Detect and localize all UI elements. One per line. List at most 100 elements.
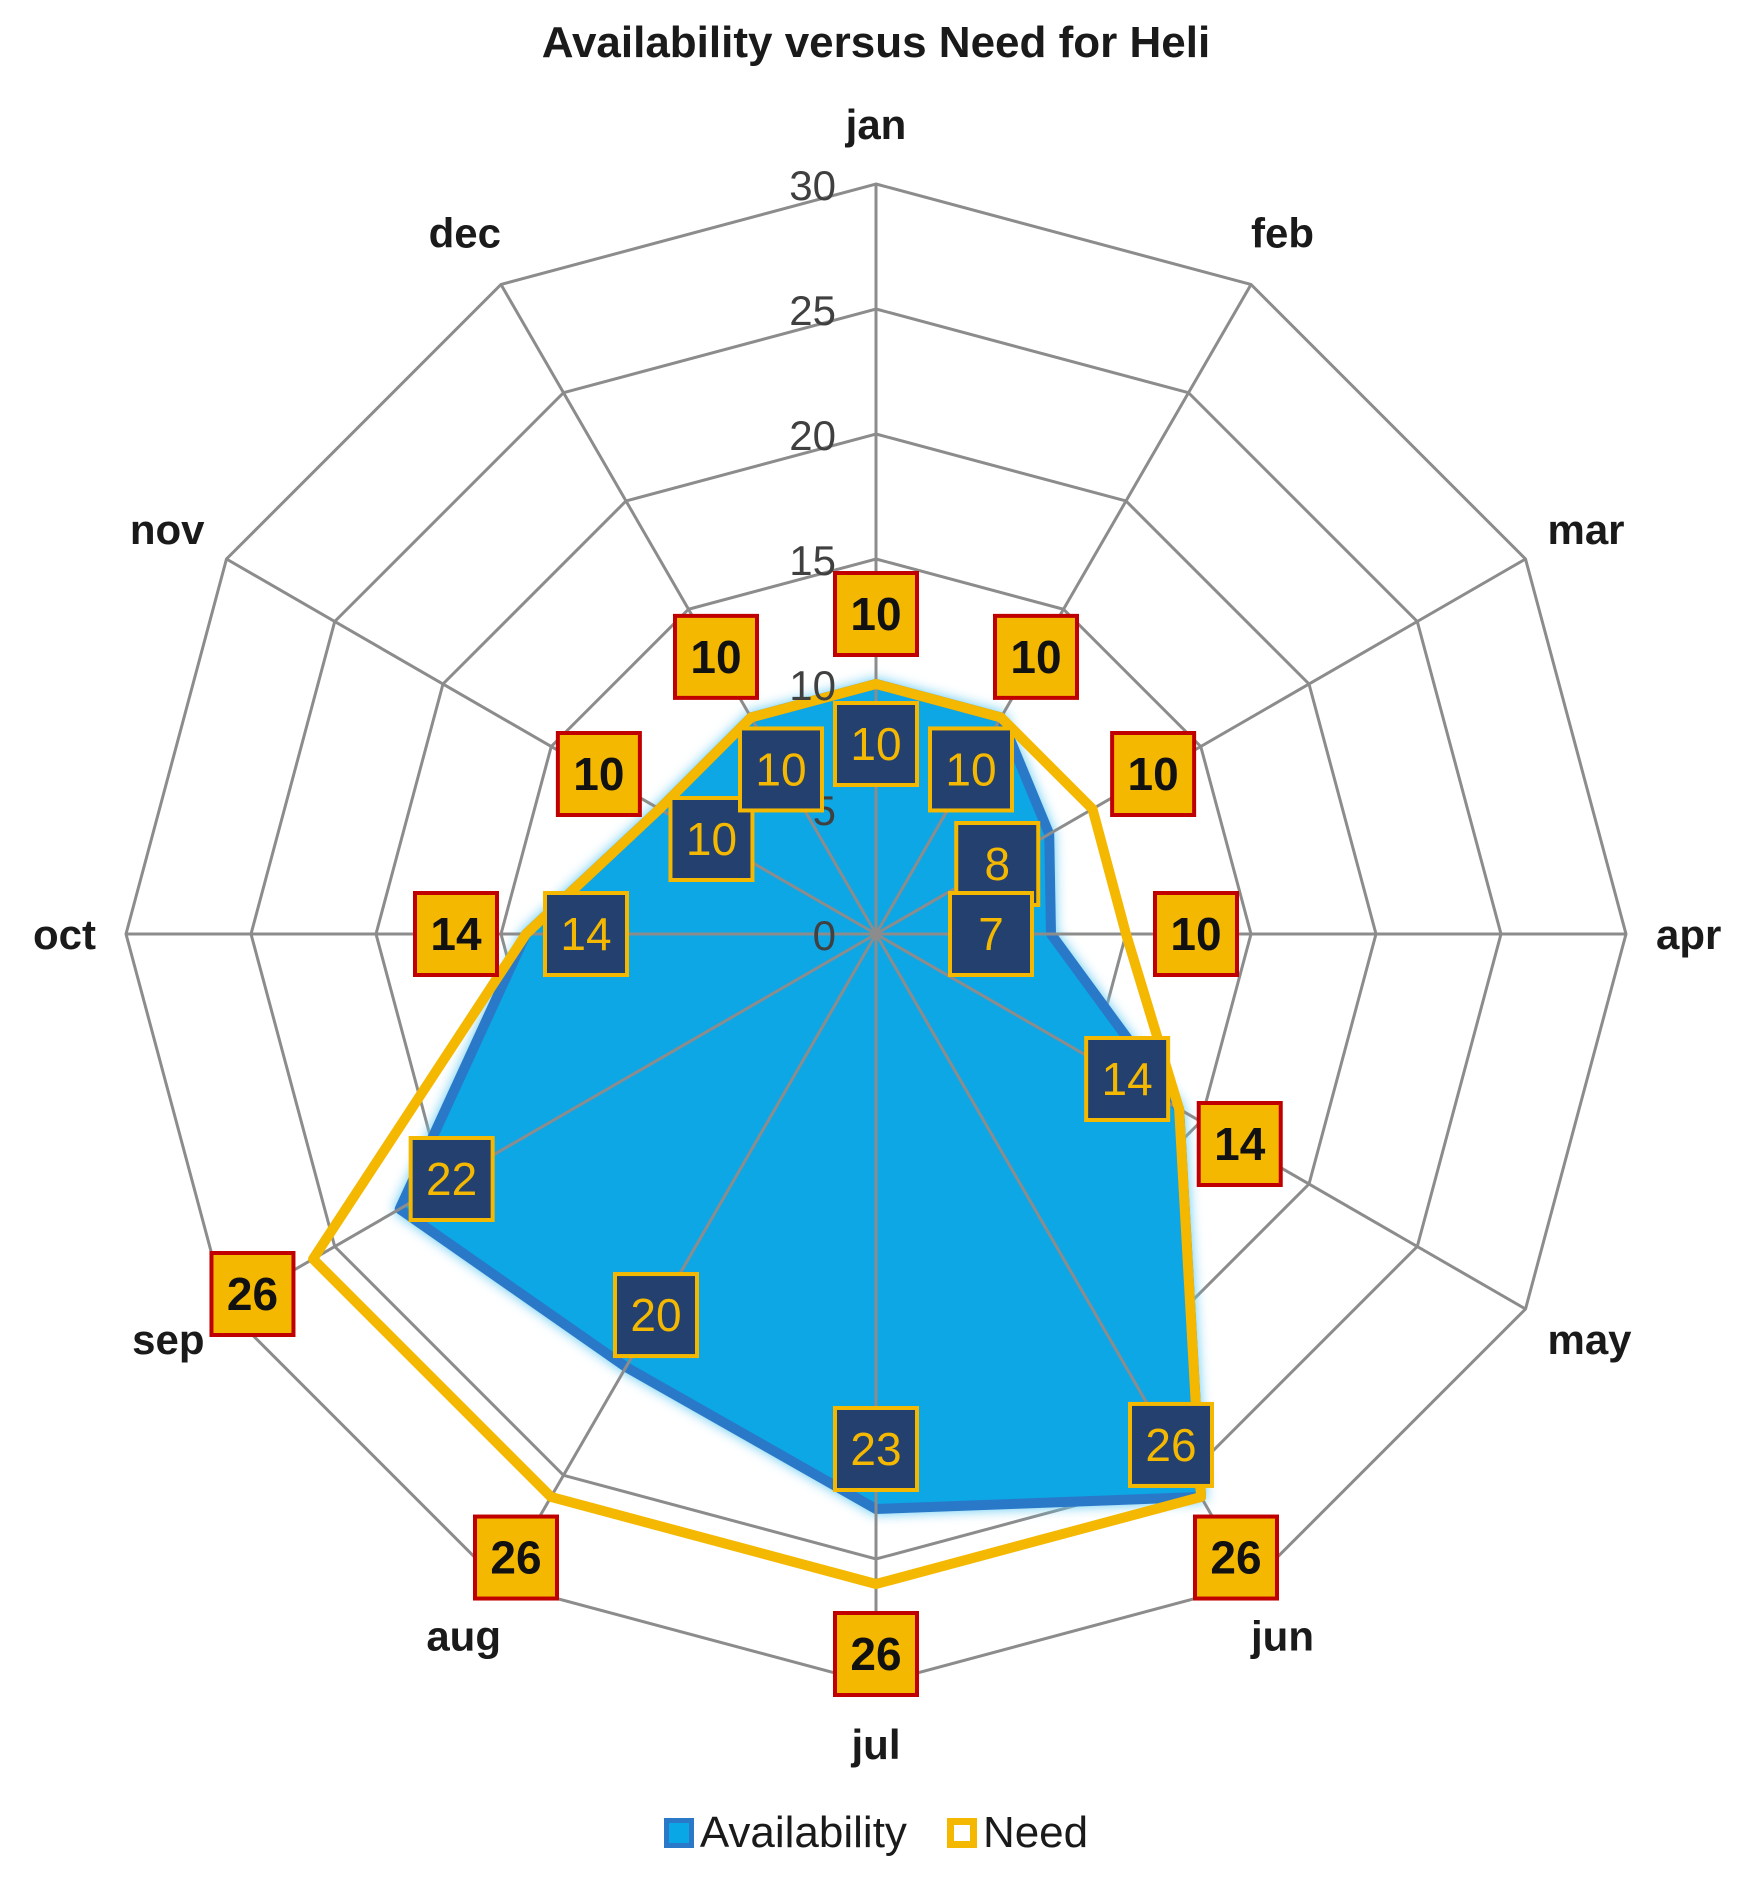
availability-data-label-box: [408, 1136, 495, 1222]
need-data-label: 10: [1110, 731, 1197, 817]
availability-data-label: 10: [833, 701, 919, 787]
availability-data-label-box: [1128, 1401, 1214, 1488]
radial-tick-label: 15: [789, 537, 836, 584]
radial-tick-label: 25: [789, 287, 836, 334]
need-data-label-text: 10: [1010, 631, 1061, 683]
category-label-may: may: [1547, 1316, 1632, 1363]
legend-label-need: Need: [982, 1808, 1089, 1857]
availability-data-label-text: 10: [755, 743, 806, 795]
need-data-label: 10: [993, 613, 1079, 700]
legend-label-availability: Availability: [699, 1808, 907, 1857]
availability-data-label-box: [833, 701, 919, 787]
availability-data-label-text: 26: [1145, 1419, 1196, 1471]
availability-data-label-text: 10: [850, 718, 901, 770]
category-label-oct: oct: [33, 911, 96, 958]
availability-data-label-text: 14: [560, 908, 611, 960]
need-data-label: 10: [555, 731, 642, 817]
need-data-label-text: 10: [1170, 908, 1221, 960]
availability-data-label-box: [928, 726, 1014, 813]
legend: Availability Need: [0, 1808, 1752, 1858]
category-label-jan: jan: [845, 101, 907, 148]
need-data-label-box: [993, 613, 1079, 700]
need-data-label-box: [673, 613, 759, 700]
category-label-jul: jul: [851, 1721, 901, 1768]
category-label-dec: dec: [429, 210, 501, 257]
availability-data-label-text: 8: [984, 838, 1010, 890]
availability-data-label-text: 23: [850, 1423, 901, 1475]
availability-data-label-text: 20: [630, 1289, 681, 1341]
availability-data-label-box: [833, 1406, 919, 1492]
availability-data-label-box: [543, 891, 629, 977]
spoke: [225, 932, 877, 1311]
availability-data-label: 10: [928, 726, 1014, 813]
need-data-label-box: [209, 1251, 296, 1337]
need-data-label-box: [1110, 731, 1197, 817]
need-data-label: 10: [833, 571, 919, 657]
need-data-label-box: [1153, 891, 1239, 977]
need-data-label: 14: [413, 891, 499, 977]
need-data-label-box: [1196, 1101, 1283, 1187]
need-data-label-text: 10: [850, 588, 901, 640]
need-data-label-text: 14: [430, 908, 482, 960]
availability-data-label: 20: [613, 1272, 699, 1359]
availability-data-label: 10: [668, 796, 755, 882]
availability-data-label-text: 14: [1102, 1053, 1153, 1105]
availability-data-label-text: 10: [686, 813, 737, 865]
legend-item-availability[interactable]: Availability: [663, 1808, 907, 1858]
need-data-label-text: 26: [227, 1268, 278, 1320]
need-data-label: 26: [833, 1611, 919, 1697]
category-label-feb: feb: [1251, 210, 1314, 257]
need-data-label-box: [833, 571, 919, 657]
availability-data-label-text: 22: [426, 1153, 477, 1205]
availability-data-label-text: 10: [945, 743, 996, 795]
availability-data-label-box: [738, 726, 824, 813]
need-data-label-box: [1193, 1514, 1279, 1601]
need-data-label-text: 10: [573, 748, 624, 800]
need-data-label-box: [413, 891, 499, 977]
availability-data-label-text: 7: [978, 908, 1004, 960]
category-label-nov: nov: [130, 506, 205, 553]
category-label-jun: jun: [1250, 1612, 1314, 1659]
availability-data-label: 23: [833, 1406, 919, 1492]
need-data-label: 26: [209, 1251, 296, 1337]
need-data-label-text: 26: [850, 1628, 901, 1680]
need-data-label: 26: [1193, 1514, 1279, 1601]
category-label-aug: aug: [426, 1612, 501, 1659]
need-data-label: 14: [1196, 1101, 1283, 1187]
category-label-apr: apr: [1656, 911, 1721, 958]
availability-data-label: 14: [543, 891, 629, 977]
category-labels: jan feb mar apr may jun jul aug sep oct nov dec: [33, 101, 1721, 1768]
radial-tick-label: 0: [813, 912, 836, 959]
spoke: [499, 283, 878, 935]
need-data-label-text: 10: [690, 631, 741, 683]
need-data-label: 10: [673, 613, 759, 700]
need-data-label-box: [473, 1514, 559, 1601]
need-data-label: 10: [1153, 891, 1239, 977]
availability-data-label: 22: [408, 1136, 495, 1222]
need-data-label: 26: [473, 1514, 559, 1601]
availability-data-label: 14: [1084, 1036, 1171, 1122]
need-data-label-text: 10: [1128, 748, 1179, 800]
need-line: [308, 679, 1206, 1589]
radial-tick-label: 30: [789, 162, 836, 209]
need-data-label-text: 14: [1214, 1118, 1266, 1170]
need-data-label-text: 26: [490, 1532, 541, 1584]
category-label-mar: mar: [1547, 506, 1624, 553]
availability-data-label-box: [948, 891, 1034, 977]
spoke: [499, 933, 878, 1585]
chart-title: Availability versus Need for Heli: [541, 18, 1211, 67]
category-label-sep: sep: [132, 1316, 204, 1363]
availability-data-label: 10: [738, 726, 824, 813]
availability-swatch: [663, 1818, 694, 1848]
spoke: [874, 283, 1253, 935]
need-data-label-text: 26: [1210, 1532, 1261, 1584]
legend-item-need[interactable]: Need: [946, 1808, 1089, 1858]
need-data-label-box: [833, 1611, 919, 1697]
availability-data-label-box: [613, 1272, 699, 1359]
availability-data-label-box: [1084, 1036, 1171, 1122]
radial-tick-label: 10: [789, 662, 836, 709]
radial-tick-label: 20: [789, 412, 836, 459]
spoke: [225, 557, 877, 936]
